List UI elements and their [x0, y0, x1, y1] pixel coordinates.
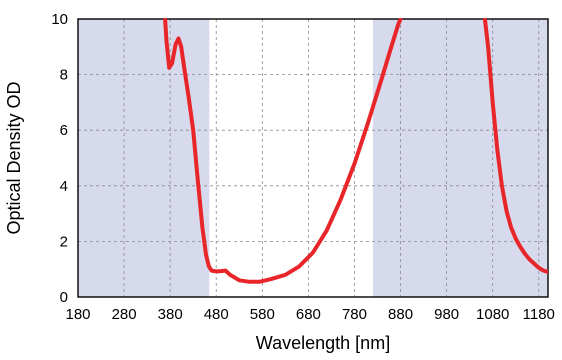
x-tick-label: 180 — [65, 306, 90, 323]
od-curve-group — [163, 18, 548, 284]
x-tick-label: 280 — [112, 306, 137, 323]
blocking-band-2 — [372, 19, 548, 297]
x-tick-label: 1080 — [476, 306, 509, 323]
x-tick-label: 580 — [250, 306, 275, 323]
y-tick-label: 10 — [51, 11, 68, 28]
y-tick-labels: 0 2 4 6 8 10 — [51, 11, 68, 306]
y-tick-label: 0 — [60, 289, 68, 306]
x-tick-labels: 180 280 380 480 580 680 780 880 980 1080 1180 — [65, 306, 554, 323]
plot-frame — [77, 18, 549, 298]
y-tick-label: 2 — [60, 233, 68, 250]
od-curve-segment-1 — [163, 18, 403, 284]
x-tick-label: 1180 — [523, 306, 555, 323]
x-tick-label: 880 — [388, 306, 413, 323]
y-tick-label: 6 — [60, 122, 68, 139]
y-axis-title: Optical Density OD — [4, 81, 24, 234]
blocking-band-1 — [78, 19, 210, 297]
x-axis-title: Wavelength [nm] — [256, 333, 390, 353]
x-tick-label: 480 — [204, 306, 229, 323]
y-tick-label: 4 — [60, 178, 68, 195]
x-tick-label: 680 — [296, 306, 321, 323]
x-tick-label: 780 — [342, 306, 367, 323]
grid-lines — [78, 19, 548, 297]
blocking-band-areas — [78, 19, 548, 297]
y-tick-label: 8 — [60, 67, 68, 84]
x-tick-label: 980 — [434, 306, 459, 323]
od-curve-segment-2 — [482, 18, 548, 274]
x-tick-label: 380 — [158, 306, 183, 323]
